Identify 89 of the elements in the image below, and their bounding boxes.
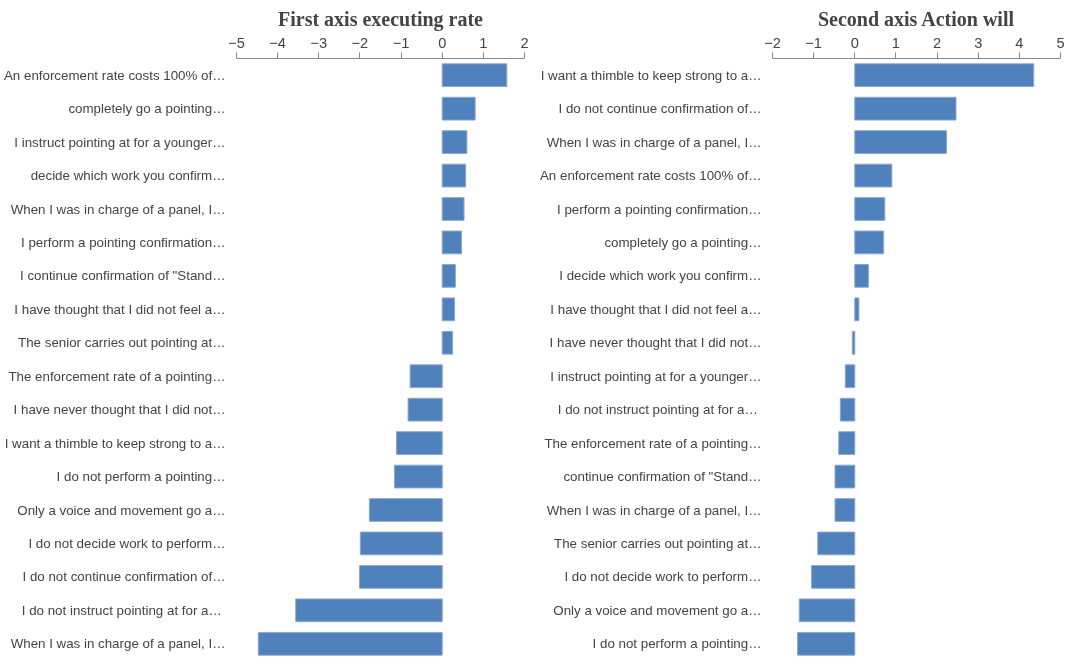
x-tick-label: −3 — [310, 34, 328, 51]
y-tick-label: I do not perform a pointing… — [56, 469, 226, 485]
bar — [257, 631, 443, 656]
bar — [854, 163, 893, 188]
y-tick-label: I do not continue confirmation of… — [22, 569, 226, 585]
y-tick-label: The enforcement rate of a pointing… — [8, 368, 226, 384]
x-tick-label: 5 — [1056, 34, 1065, 51]
bar — [393, 464, 443, 489]
bar — [441, 197, 465, 221]
y-tick-label: I want a thimble to keep strong to a… — [540, 67, 762, 83]
y-tick-label: Only a voice and movement go a… — [553, 602, 762, 618]
bar — [441, 63, 508, 88]
x-tick-label: 1 — [891, 34, 901, 51]
x-tick-label: −2 — [764, 34, 781, 51]
bar — [409, 364, 443, 389]
y-tick-label: I instruct pointing at for a younger… — [14, 134, 226, 150]
bar — [844, 364, 856, 389]
bar — [834, 498, 856, 522]
x-tick-label: −4 — [269, 34, 287, 51]
bar — [396, 431, 443, 455]
y-tick-label: An enforcement rate costs 100% of… — [3, 67, 226, 83]
chart-title: First axis executing rate — [278, 7, 484, 31]
x-tick-label: 0 — [438, 34, 447, 51]
bar — [854, 297, 860, 322]
y-tick-label: I want a thimble to keep strong to a… — [4, 435, 226, 451]
x-tick-label: −1 — [392, 34, 410, 51]
bar — [441, 96, 476, 121]
bar — [441, 130, 468, 154]
y-tick-label: The enforcement rate of a pointing… — [544, 435, 762, 451]
bar — [359, 531, 443, 556]
bar — [834, 464, 856, 489]
y-tick-label: When I was in charge of a panel, I… — [10, 636, 226, 652]
y-tick-label: I do not decide work to perform… — [28, 535, 226, 551]
bar — [797, 631, 856, 656]
bar — [368, 498, 443, 522]
bar — [839, 397, 856, 422]
y-tick-label: The senior carries out pointing at… — [18, 335, 226, 351]
y-tick-label: completely go a pointing… — [604, 234, 762, 250]
y-tick-label: I do not instruct pointing at for a… — [557, 402, 758, 418]
y-tick-label: completely go a pointing… — [68, 101, 226, 117]
y-tick-label: I have thought that I did not feel a… — [550, 301, 762, 317]
y-tick-label: An enforcement rate costs 100% of… — [539, 168, 762, 184]
bar — [854, 63, 1035, 88]
bar — [854, 264, 869, 288]
bar — [407, 397, 443, 422]
bar — [295, 598, 443, 623]
chart-title: Second axis Action will — [817, 7, 1015, 30]
x-tick-label: 3 — [974, 34, 983, 51]
y-tick-label: I continue confirmation of "Stand… — [19, 268, 226, 284]
y-tick-label: decide which work you confirm… — [30, 168, 226, 184]
y-tick-label: I instruct pointing at for a younger… — [550, 368, 762, 384]
bar — [817, 531, 856, 556]
bar — [441, 163, 467, 188]
bar — [811, 565, 856, 589]
x-tick-label: −5 — [228, 34, 245, 51]
y-tick-label: I do not perform a pointing… — [592, 636, 762, 652]
y-tick-label: When I was in charge of a panel, I… — [10, 201, 226, 217]
x-tick-label: 2 — [520, 34, 529, 51]
bar — [441, 264, 456, 288]
bar — [441, 230, 463, 255]
y-tick-label: I have never thought that I did not… — [13, 402, 226, 418]
x-tick-label: 2 — [933, 34, 942, 51]
y-tick-label: continue confirmation of "Stand… — [563, 469, 762, 485]
bar — [441, 330, 453, 355]
bar — [798, 598, 856, 623]
bar — [854, 230, 885, 255]
x-tick-label: 0 — [850, 34, 859, 51]
y-tick-label: I decide which work you confirm… — [559, 268, 762, 284]
bar — [854, 96, 957, 121]
y-tick-label: I do not decide work to perform… — [564, 569, 762, 585]
x-tick-label: −1 — [805, 34, 823, 51]
x-tick-label: 1 — [479, 34, 488, 51]
y-tick-label: When I was in charge of a panel, I… — [546, 502, 762, 518]
y-tick-label: When I was in charge of a panel, I… — [546, 134, 762, 150]
bar — [854, 197, 886, 221]
bar — [838, 431, 856, 455]
y-tick-label: I have thought that I did not feel a… — [14, 301, 226, 317]
y-tick-label: I do not continue confirmation of… — [558, 101, 762, 117]
y-tick-label: I perform a pointing confirmation… — [557, 201, 762, 217]
y-tick-label: Only a voice and movement go a… — [17, 502, 226, 518]
x-tick-label: −2 — [351, 34, 369, 51]
y-tick-label: I do not instruct pointing at for a… — [21, 602, 222, 618]
bar — [359, 565, 443, 589]
y-tick-label: I perform a pointing confirmation… — [21, 234, 226, 250]
y-tick-label: I have never thought that I did not… — [549, 335, 762, 351]
bar — [854, 130, 948, 154]
bar — [441, 297, 456, 322]
y-tick-label: The senior carries out pointing at… — [554, 535, 762, 551]
x-tick-label: 4 — [1015, 34, 1024, 51]
